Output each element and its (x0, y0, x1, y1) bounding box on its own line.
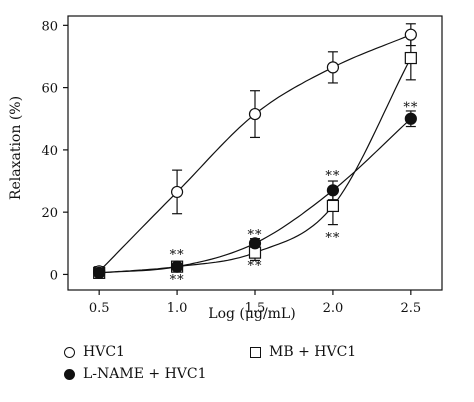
significance-label: ** (248, 228, 263, 243)
data-point-hvc1 (170, 185, 184, 199)
data-point-hvc1 (326, 61, 340, 74)
data-point-l-name-hvc1 (248, 237, 262, 250)
y-tick-label: 20 (41, 206, 58, 221)
significance-label: ** (248, 259, 263, 274)
data-point-mb-hvc1 (404, 51, 417, 65)
x-tick-label: 2.0 (323, 301, 344, 316)
data-point-hvc1 (248, 107, 262, 121)
legend-item-l-name-hvc1: L-NAME + HVC1 (64, 366, 207, 382)
y-tick-label: 40 (41, 144, 58, 159)
filled-circle-icon (64, 368, 75, 380)
x-tick-label: 1.0 (167, 301, 188, 316)
significance-label: ** (325, 169, 340, 184)
significance-label: ** (170, 273, 185, 288)
significance-label: ** (403, 100, 418, 115)
y-tick-label: 0 (50, 268, 58, 283)
legend-label: MB + HVC1 (269, 344, 357, 360)
x-tick-label: 2.5 (400, 301, 421, 316)
data-point-l-name-hvc1 (93, 266, 106, 279)
legend-label: HVC1 (83, 344, 125, 360)
x-tick-label: 1.5 (245, 301, 266, 316)
data-point-hvc1 (404, 28, 417, 41)
data-point-l-name-hvc1 (404, 112, 417, 125)
open-square-icon (250, 346, 261, 358)
data-point-l-name-hvc1 (326, 184, 340, 197)
open-circle-icon (64, 346, 75, 358)
legend-label: L-NAME + HVC1 (83, 366, 207, 382)
x-axis-label: Log (μg/mL) (208, 306, 295, 322)
data-point-mb-hvc1 (326, 199, 340, 213)
legend-item-mb-hvc1: MB + HVC1 (250, 344, 356, 360)
significance-markers: ** ** ** ** ** ** ** (170, 100, 418, 288)
data-point-l-name-hvc1 (170, 260, 184, 273)
y-tick-label: 80 (41, 19, 58, 34)
significance-label: ** (170, 248, 185, 263)
axes: 0.5 1.0 1.5 2.0 2.5 0 20 40 60 80 (41, 15, 443, 316)
data-points (93, 28, 417, 279)
y-tick-label: 60 (41, 82, 58, 97)
significance-label: ** (325, 231, 340, 246)
x-tick-label: 0.5 (89, 301, 110, 316)
y-axis-label: Relaxation (%) (8, 96, 24, 200)
legend-item-hvc1: HVC1 (64, 344, 125, 360)
